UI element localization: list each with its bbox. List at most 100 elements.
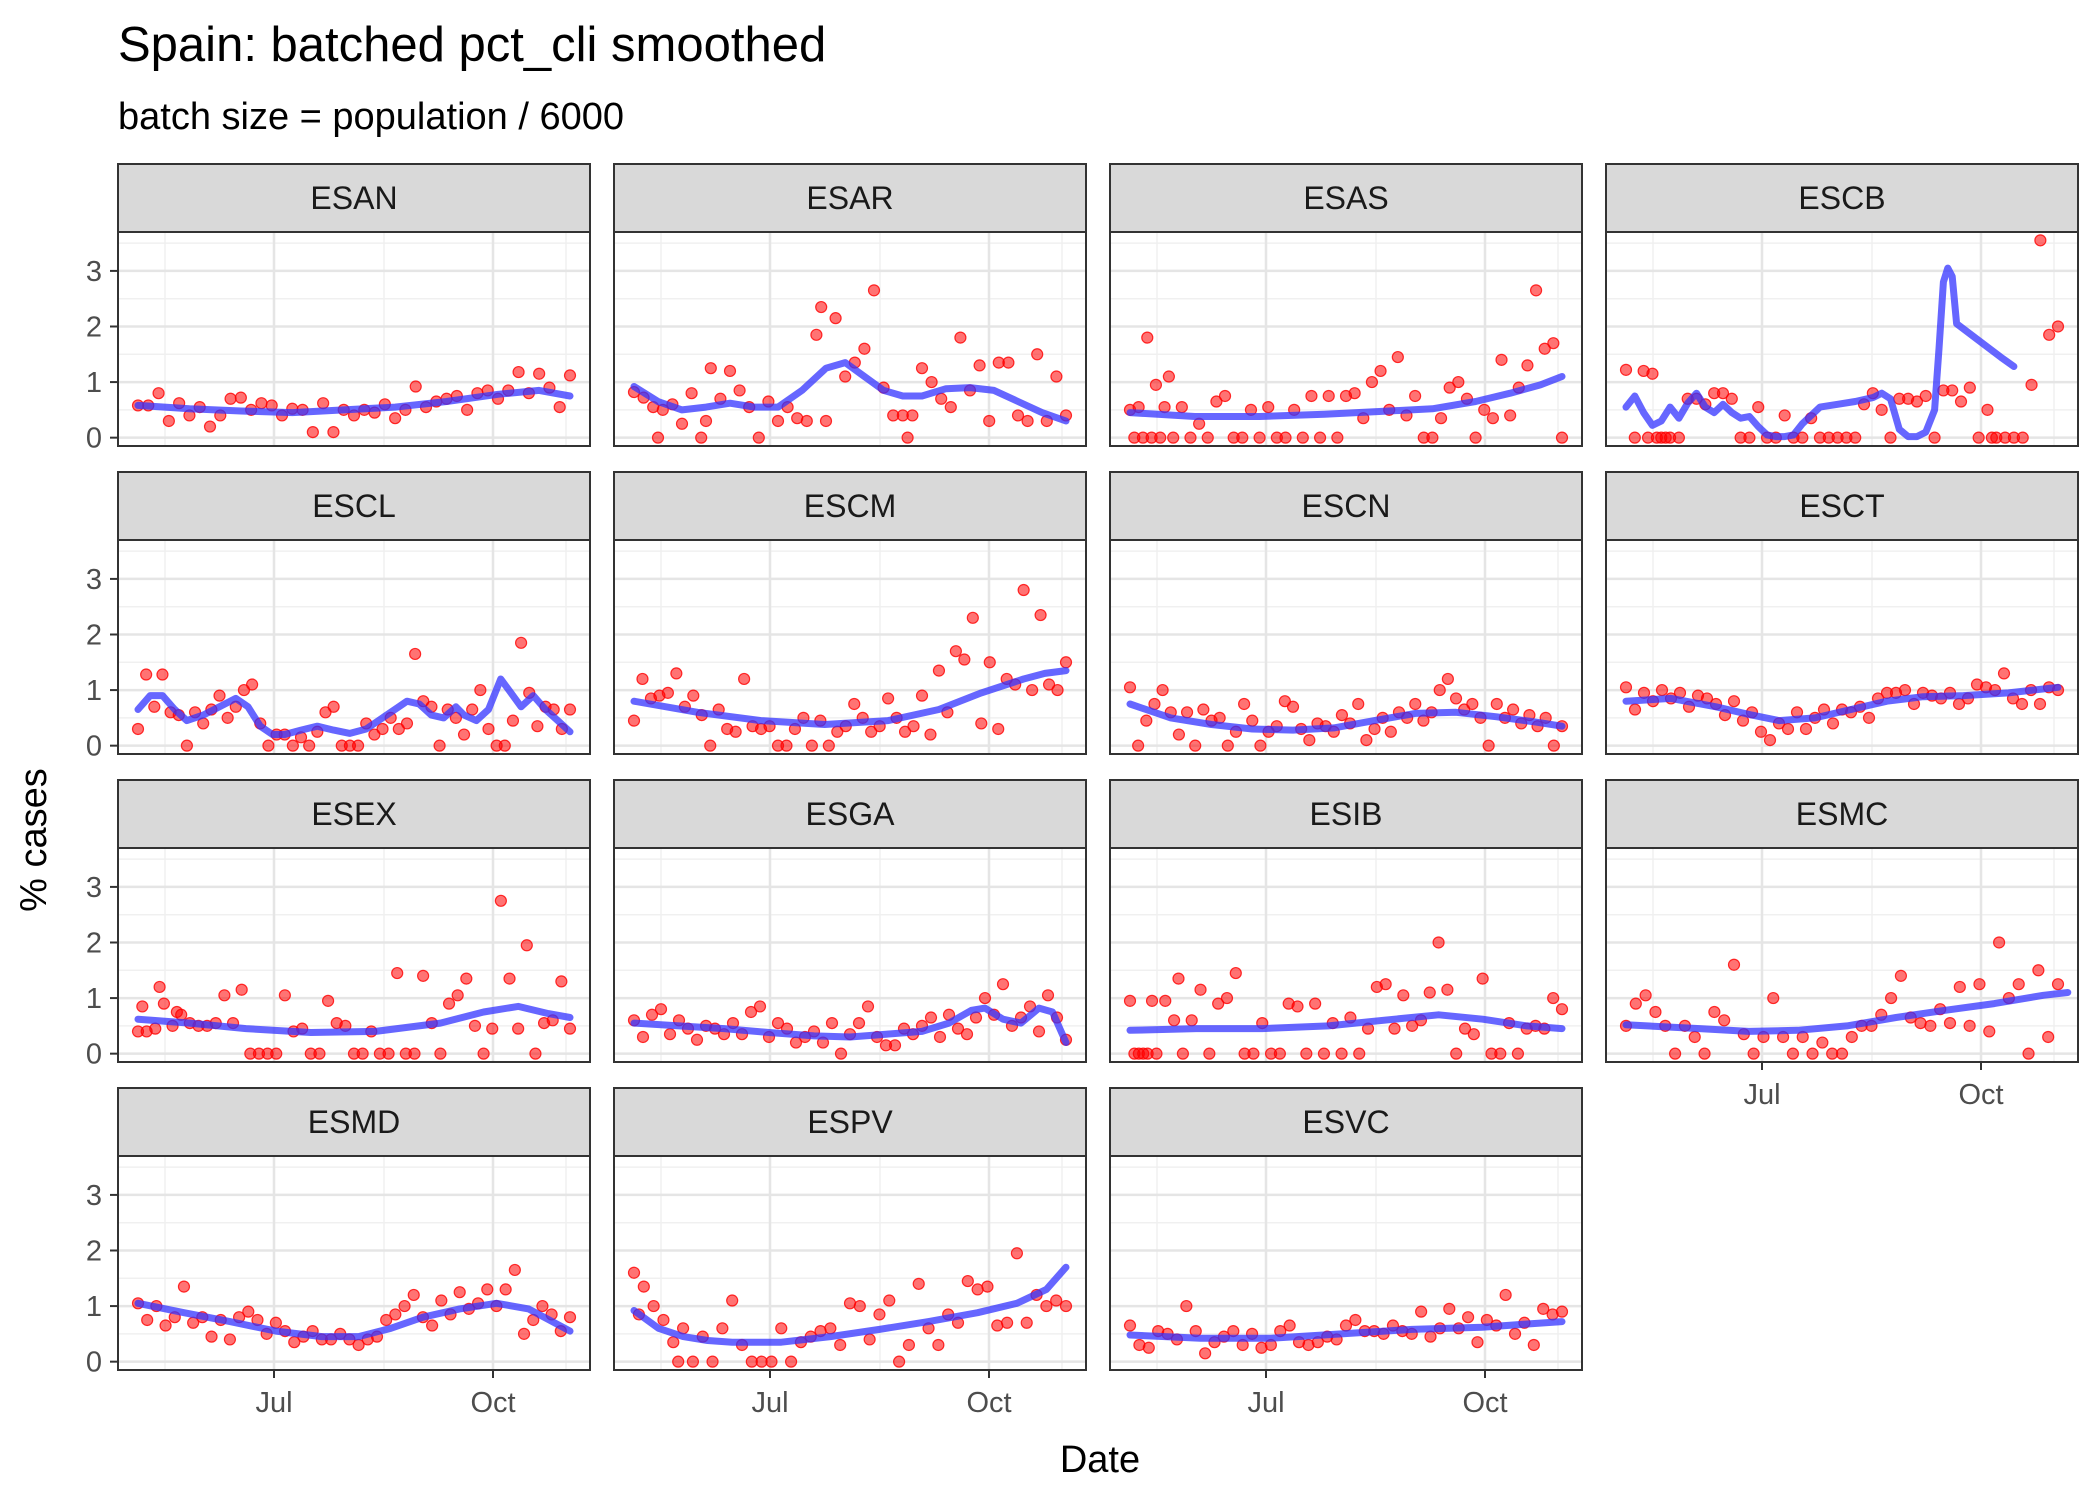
data-point [1486,412,1499,425]
facet-label: ESVC [1302,1104,1389,1140]
data-point [159,1319,172,1332]
data-point [1254,739,1267,752]
panel-border [1605,847,2079,1063]
data-point [1752,400,1765,414]
panel-border [1109,847,1583,1063]
smooth-line [1126,373,1566,420]
data-point [834,1338,847,1352]
data-point [1374,364,1387,378]
data-point [1973,978,1986,991]
data-point [234,391,247,404]
data-point [637,1280,650,1293]
x-tick-label: Oct [966,1387,1011,1419]
data-point [1629,997,1642,1010]
data-point [704,739,717,752]
x-tick-label: Jul [751,1387,788,1419]
data-point [1020,1316,1033,1329]
data-point [262,739,275,752]
data-point [1727,695,1741,708]
panel-escl: ESCL 0 1 2 3 [86,471,591,763]
data-point [1010,1247,1024,1260]
data-point [695,431,708,444]
data-point [1953,980,1966,994]
panel-escm: ESCM [613,471,1087,755]
data-point [1555,1003,1569,1016]
data-point [246,678,259,691]
facet-label: ESCN [1302,488,1391,524]
data-point [1835,1047,1849,1060]
data-point [661,686,674,699]
data-point [907,720,920,733]
data-point [536,1299,549,1313]
data-point [1778,409,1791,422]
data-point [514,636,528,649]
data-point [1547,991,1560,1005]
data-point [1449,692,1463,705]
data-point [1238,697,1251,711]
data-point [1313,431,1327,444]
data-point [1628,703,1642,716]
panel-esex: ESEX 0 1 2 3 [86,779,591,1071]
data-point [861,1000,875,1013]
data-point [529,1047,542,1060]
data-point [1041,989,1055,1002]
data-point [651,431,665,444]
data-point [563,369,577,382]
data-point [1300,1047,1313,1060]
panel-esmd: ESMD 0 1 2 3 Jul Oct [86,1087,591,1419]
data-point [494,894,507,907]
facet-strip [613,471,1087,541]
data-point [1246,714,1259,727]
data-point [954,331,967,344]
data-point [555,975,568,988]
data-point [1218,389,1232,403]
data-point [1786,1047,1800,1060]
data-point [218,989,231,1002]
data-point [1365,375,1379,389]
data-point [1172,972,1185,985]
panel-esib: ESIB [1109,779,1583,1063]
data-point [670,667,683,680]
data-point [933,1030,947,1044]
data-point [1167,431,1180,444]
data-point [738,672,751,686]
panel-border [613,539,1087,755]
data-point [892,1355,906,1368]
smooth-line [1126,1011,1566,1034]
facet-label: ESIB [1310,796,1383,832]
data-point [975,717,988,730]
data-point [815,300,828,314]
data-point [409,647,422,661]
data-point [563,1022,577,1035]
facet-label: ESEX [311,796,396,832]
data-point [906,409,919,422]
data-point [1123,681,1137,694]
data-point [1725,392,1738,405]
data-point [888,1039,902,1052]
data-point [780,739,793,752]
data-point [1247,1047,1260,1060]
data-point [180,739,194,752]
data-point [1441,672,1454,686]
data-point [1910,395,1924,408]
data-point [1450,1047,1463,1060]
data-point [221,711,234,724]
data-point [1031,348,1044,361]
data-point [915,689,929,702]
data-point [408,1047,421,1060]
data-point [733,384,746,397]
smooth-line [134,386,574,417]
data-point [1034,608,1047,622]
y-tick-label: 0 [86,1039,102,1071]
data-point [400,717,414,730]
data-point [1322,389,1335,403]
x-tick-label: Jul [255,1387,292,1419]
data-point [1349,1313,1362,1327]
data-point [1291,1000,1304,1013]
data-point [2015,697,2029,711]
data-point [1417,714,1430,727]
data-point [1185,1014,1198,1027]
data-point [1763,734,1777,747]
facet-strip [117,163,591,233]
smooth-line [134,1002,574,1036]
